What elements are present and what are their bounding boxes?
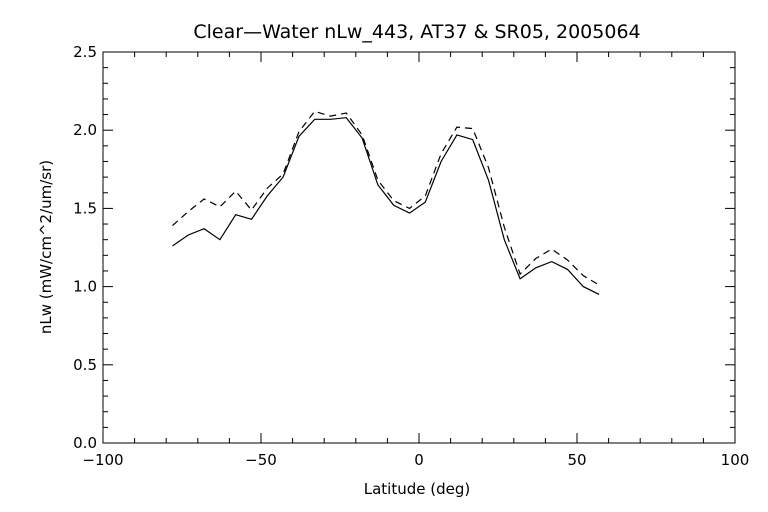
y-tick-label: 0.0 <box>73 434 97 452</box>
solid-series-line <box>172 117 600 295</box>
dashed-series-line <box>172 110 600 286</box>
x-tick-label: 0 <box>414 451 424 469</box>
x-axis: −100 −50 0 50 100 <box>82 52 749 469</box>
y-tick-label: 0.5 <box>73 356 97 374</box>
chart-title: Clear—Water nLw_443, AT37 & SR05, 200506… <box>193 21 640 43</box>
y-tick-label: 1.5 <box>73 199 97 217</box>
x-tick-label: −100 <box>82 451 123 469</box>
series-layer <box>172 110 600 295</box>
x-tick-label: 100 <box>721 451 750 469</box>
x-axis-label: Latitude (deg) <box>364 480 470 498</box>
y-axis-label: nLw (mW/cm^2/um/sr) <box>37 160 55 334</box>
plot-frame <box>102 51 736 444</box>
y-tick-label: 2.0 <box>73 121 97 139</box>
x-tick-label: −50 <box>245 451 277 469</box>
y-axis: 0.0 0.5 1.0 1.5 2.0 2.5 <box>73 43 735 452</box>
x-tick-label: 50 <box>567 451 586 469</box>
y-tick-label: 2.5 <box>73 43 97 61</box>
y-tick-label: 1.0 <box>73 278 97 296</box>
